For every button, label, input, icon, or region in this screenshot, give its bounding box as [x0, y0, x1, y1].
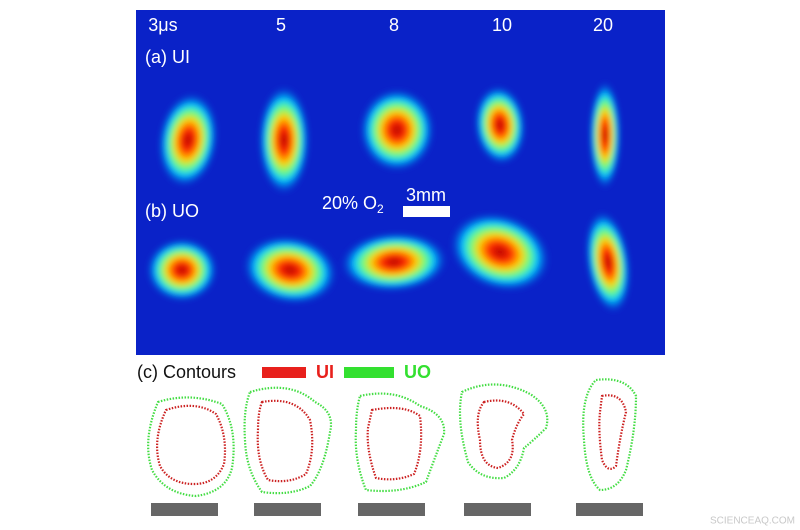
scale-bar: [576, 503, 643, 516]
intensity-blob: [359, 88, 435, 172]
intensity-blob: [585, 210, 631, 314]
intensity-blob: [589, 80, 621, 190]
time-labels: 3μs 5 8 10 20: [148, 15, 613, 35]
intensity-blob: [473, 85, 527, 165]
panel-label: (a) UI: [145, 47, 190, 67]
uo-contour: [243, 386, 333, 495]
subscript: 2: [377, 202, 384, 216]
intensity-blob: [146, 238, 218, 302]
scale-bar: [358, 503, 425, 516]
ui-contour: [155, 404, 227, 486]
uo-contour: [582, 378, 638, 492]
legend-swatch: [344, 367, 394, 378]
intensity-blob: [258, 85, 310, 195]
contours: [147, 378, 638, 498]
panel-label: (c) Contours: [137, 362, 236, 382]
intensity-blob: [340, 231, 448, 293]
gas-label: 20% O2: [322, 193, 384, 216]
scale-bar: [254, 503, 321, 516]
scale-label: 3mm: [406, 185, 446, 205]
intensity-blob: [449, 212, 551, 292]
scale-bars: [151, 503, 643, 516]
time-label: 5: [276, 15, 286, 35]
uo-contour: [458, 383, 549, 480]
ui-contour: [598, 394, 628, 470]
uo-contour: [354, 392, 446, 493]
uo-contour: [147, 396, 235, 498]
time-label: 3μs: [148, 15, 177, 35]
legend-label: UI: [316, 362, 334, 382]
gas: 20% O: [322, 193, 377, 213]
legend-swatch: [262, 367, 306, 378]
intensity-blob: [242, 235, 338, 305]
ui-contour: [476, 399, 526, 470]
time-label: 10: [492, 15, 512, 35]
scale-bar: [464, 503, 531, 516]
ui-contour: [366, 406, 423, 481]
panel-label: (b) UO: [145, 201, 199, 221]
ui-contour: [256, 399, 314, 483]
time-label: 8: [389, 15, 399, 35]
legend-label: UO: [404, 362, 431, 382]
scale-bar: [151, 503, 218, 516]
scale-bar: [403, 206, 450, 217]
intensity-maps: [146, 80, 631, 314]
intensity-blob: [157, 92, 219, 188]
image-panel: [136, 10, 665, 355]
watermark: SCIENCEAQ.COM: [710, 516, 795, 527]
time-label: 20: [593, 15, 613, 35]
